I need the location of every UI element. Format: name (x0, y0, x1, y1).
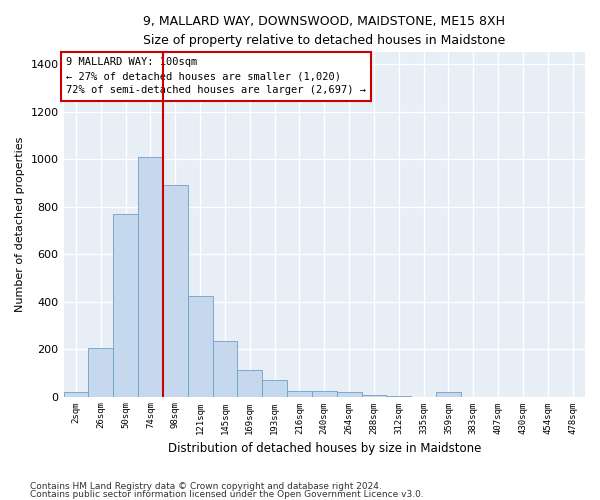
Bar (88, 348, 113, 397)
Bar (362, 394, 386, 396)
Bar (64, 392, 88, 396)
Bar (337, 392, 362, 396)
X-axis label: Distribution of detached houses by size in Maidstone: Distribution of detached houses by size … (167, 442, 481, 455)
Bar (188, 296, 212, 396)
Bar (238, 370, 262, 396)
Bar (262, 380, 287, 396)
Bar (287, 390, 312, 396)
Bar (163, 186, 188, 396)
Bar (212, 341, 238, 396)
Bar (312, 390, 337, 396)
Title: 9, MALLARD WAY, DOWNSWOOD, MAIDSTONE, ME15 8XH
Size of property relative to deta: 9, MALLARD WAY, DOWNSWOOD, MAIDSTONE, ME… (143, 15, 505, 47)
Bar (436, 392, 461, 396)
Y-axis label: Number of detached properties: Number of detached properties (15, 137, 25, 312)
Text: Contains HM Land Registry data © Crown copyright and database right 2024.: Contains HM Land Registry data © Crown c… (30, 482, 382, 491)
Bar (138, 157, 163, 396)
Text: Contains public sector information licensed under the Open Government Licence v3: Contains public sector information licen… (30, 490, 424, 499)
Text: 9 MALLARD WAY: 100sqm
← 27% of detached houses are smaller (1,020)
72% of semi-d: 9 MALLARD WAY: 100sqm ← 27% of detached … (66, 58, 366, 96)
Bar (113, 214, 138, 396)
